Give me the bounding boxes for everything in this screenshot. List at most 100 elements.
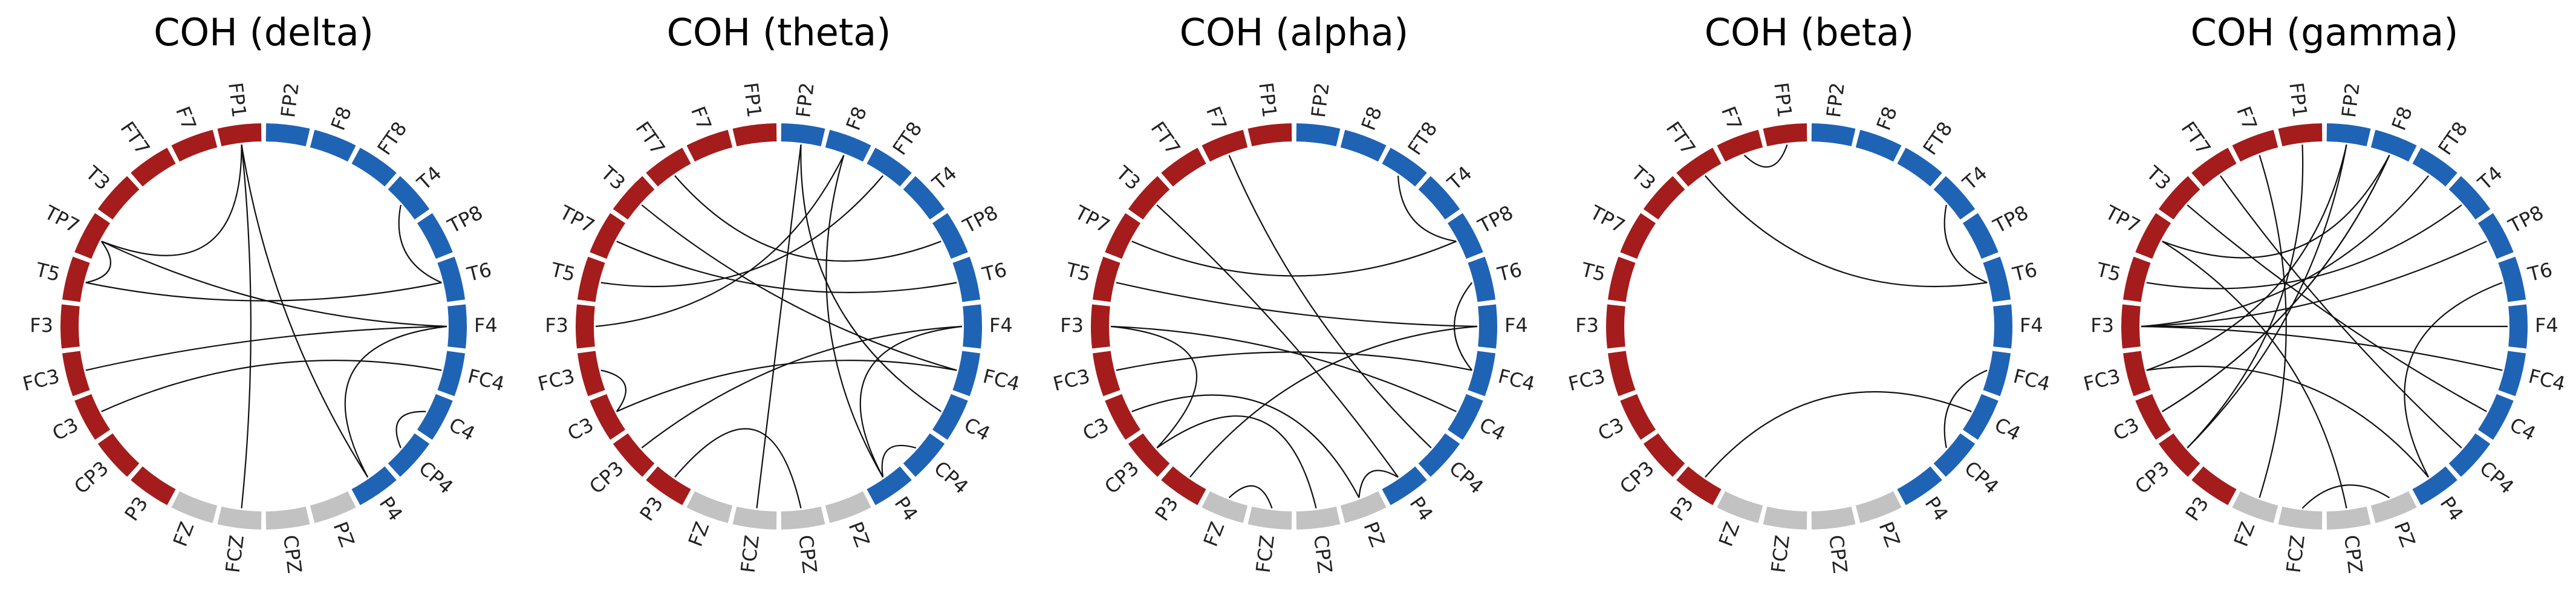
- electrode-segment: [74, 213, 111, 259]
- connection: [2141, 175, 2429, 328]
- electrode-segment: [2122, 256, 2151, 302]
- electrode-segment: [2477, 213, 2514, 259]
- electrode-segment: [1092, 256, 1120, 302]
- electrode-label: C3: [1079, 413, 1112, 445]
- connection: [2141, 325, 2503, 371]
- electrode-label: PZ: [329, 519, 359, 550]
- electrode-label: TP8: [2504, 201, 2547, 238]
- electrode-label: FZ: [169, 519, 199, 549]
- electrode-segment: [952, 351, 981, 397]
- electrode-segment: [97, 433, 140, 477]
- electrode-label: T6: [980, 258, 1009, 287]
- electrode-segment: [2232, 491, 2278, 524]
- electrode-label: T6: [464, 258, 494, 287]
- electrode-segment: [2412, 148, 2457, 187]
- electrode-segment: [2191, 148, 2237, 187]
- electrode-label: F8: [1872, 103, 1902, 134]
- electrode-label: T3: [596, 161, 630, 195]
- electrode-segment: [1296, 123, 1341, 147]
- electrode-segment: [590, 213, 626, 259]
- electrode-segment: [131, 466, 176, 505]
- electrode-segment: [2477, 394, 2514, 440]
- connection: [1156, 204, 1399, 478]
- electrode-segment: [171, 129, 218, 162]
- electrode-segment: [1418, 176, 1460, 220]
- connection: [1228, 155, 1432, 449]
- electrode-segment: [590, 394, 626, 440]
- connection: [1943, 369, 1988, 449]
- electrode-label: T3: [2142, 161, 2176, 195]
- electrode-segment: [417, 213, 453, 259]
- electrode-segment: [351, 466, 397, 505]
- connection: [2162, 155, 2390, 412]
- connection: [1705, 391, 1972, 478]
- electrode-label: F3: [1575, 314, 1599, 337]
- electrode-label: TP7: [2101, 201, 2144, 238]
- electrode-segment: [1382, 148, 1427, 187]
- connection: [241, 144, 369, 478]
- electrode-segment: [217, 123, 262, 147]
- electrode-segment: [1933, 433, 1976, 477]
- electrode-segment: [781, 506, 825, 530]
- connection: [85, 282, 442, 302]
- electrode-segment: [1447, 394, 1483, 440]
- electrode-label: TP7: [41, 201, 83, 238]
- electrode-segment: [613, 176, 655, 220]
- electrode-label: FC4: [2526, 365, 2568, 396]
- electrode-segment: [2498, 351, 2526, 397]
- electrode-segment: [952, 256, 981, 302]
- electrode-segment: [62, 351, 90, 397]
- electrode-label: T5: [33, 258, 62, 287]
- electrode-label: F7: [2232, 103, 2262, 134]
- electrode-label: P4: [890, 492, 923, 525]
- electrode-segment: [1296, 506, 1341, 530]
- electrode-label: FC4: [466, 365, 507, 396]
- electrode-label: FZ: [684, 519, 714, 549]
- connection: [241, 144, 252, 508]
- electrode-segment: [2448, 176, 2491, 220]
- electrode-label: P4: [1405, 492, 1438, 525]
- electrode-segment: [1418, 433, 1460, 477]
- electrode-label: CP3: [2130, 456, 2174, 499]
- electrode-label: C4: [2506, 413, 2539, 445]
- electrode-label: P4: [375, 492, 408, 525]
- connection: [674, 175, 942, 262]
- connection: [2187, 144, 2304, 449]
- electrode-segment: [1468, 351, 1496, 397]
- electrode-segment: [825, 491, 871, 524]
- electrode-label: FP2: [2337, 81, 2364, 118]
- electrode-label: FC4: [1496, 365, 1537, 396]
- electrode-segment: [217, 506, 262, 530]
- electrode-segment: [867, 466, 912, 505]
- electrode-segment: [646, 148, 691, 187]
- electrode-segment: [2158, 433, 2200, 477]
- electrode-segment: [2412, 466, 2457, 505]
- electrode-label: F4: [474, 314, 498, 337]
- connection: [1116, 282, 1478, 328]
- connection: [825, 155, 884, 478]
- electrode-segment: [1717, 491, 1763, 524]
- electrode-segment: [1811, 506, 1856, 530]
- electrode-label: F8: [1357, 103, 1387, 134]
- connection: [595, 155, 845, 328]
- electrode-segment: [577, 256, 605, 302]
- electrode-label: FT8: [2433, 117, 2472, 159]
- electrode-label: CPZ: [1824, 534, 1852, 575]
- electrode-segment: [2122, 351, 2151, 397]
- electrode-segment: [1202, 491, 1248, 524]
- electrode-segment: [1643, 176, 1685, 220]
- electrode-segment: [1478, 304, 1497, 349]
- electrode-segment: [1897, 148, 1942, 187]
- electrode-label: TP7: [556, 201, 599, 238]
- electrode-segment: [577, 351, 605, 397]
- electrode-segment: [62, 256, 90, 302]
- electrode-label: FP1: [739, 81, 766, 118]
- connection: [398, 204, 442, 284]
- electrode-label: FP2: [276, 81, 304, 118]
- electrode-label: F4: [2020, 314, 2043, 337]
- connection: [641, 325, 963, 449]
- electrode-label: FCZ: [1252, 534, 1279, 574]
- electrode-label: F3: [30, 314, 53, 337]
- connection: [1110, 325, 1198, 449]
- electrode-label: T6: [1495, 258, 1524, 287]
